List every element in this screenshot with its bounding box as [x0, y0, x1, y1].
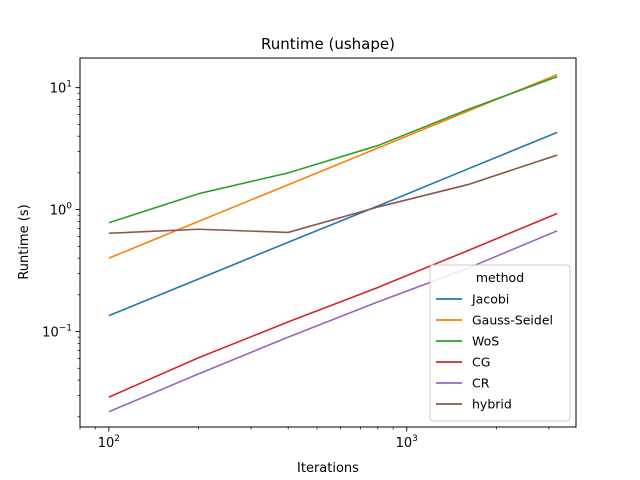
series-line-cg [108, 212, 558, 398]
legend-label: CG [472, 355, 490, 370]
legend: method Jacobi Gauss-Seidel WoS CG CR hybrid [429, 264, 571, 422]
legend-label: CR [472, 376, 490, 391]
legend-label: Jacobi [471, 292, 509, 307]
legend-label: hybrid [472, 397, 512, 412]
x-tick-label: 103 [396, 434, 418, 451]
y-tick-label: 100 [50, 202, 73, 219]
legend-label: Gauss-Seidel [472, 313, 553, 328]
plot-frame [79, 57, 577, 428]
x-axis-label: Iterations [297, 461, 359, 476]
series-line-hybrid [108, 154, 558, 235]
series-line-gauss-seidel [108, 73, 558, 259]
chart-title: Runtime (ushape) [261, 35, 395, 53]
series-line-jacobi [108, 131, 558, 317]
legend-box [429, 264, 571, 422]
legend-label: WoS [472, 334, 499, 349]
x-axis-ticks: 102 103 [79, 427, 550, 451]
y-axis-label: Runtime (s) [17, 204, 32, 279]
x-tick-label: 102 [98, 434, 120, 451]
y-tick-label: 101 [50, 80, 72, 97]
y-axis-ticks: 10−1 100 101 [42, 80, 80, 418]
series-line-wos [108, 75, 558, 224]
plot-lines [108, 73, 558, 413]
y-tick-label: 10−1 [42, 324, 72, 341]
series-line-cr [108, 230, 558, 413]
legend-title: method [476, 270, 524, 285]
